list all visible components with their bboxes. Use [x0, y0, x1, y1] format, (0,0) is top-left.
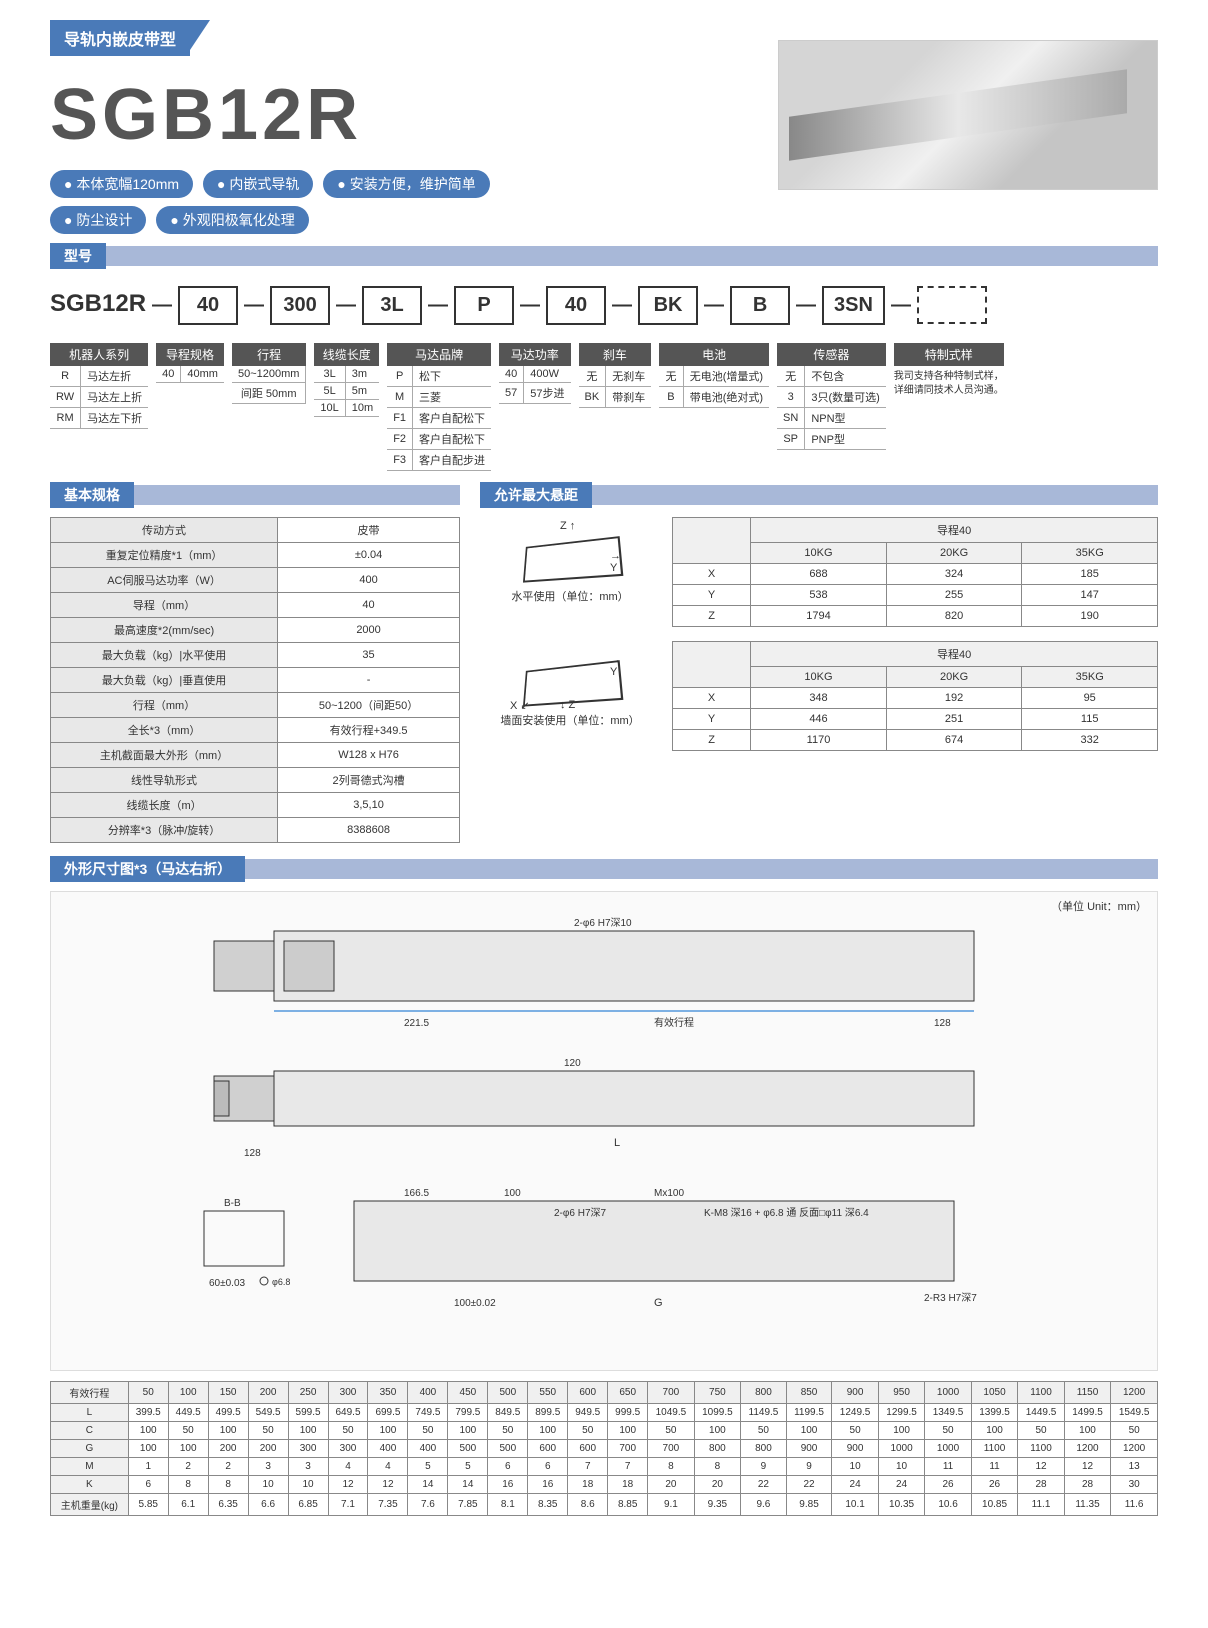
overhang-diagram-horiz: Z ↑ → Y 水平使用（单位：mm）: [480, 517, 660, 627]
config-dash: —: [520, 286, 540, 317]
basic-spec-bar: 基本规格: [50, 485, 460, 505]
col-label: 马达品牌: [387, 343, 491, 366]
sensor-table: 无不包含 33只(数量可选) SNNPN型 SPPNP型: [777, 366, 886, 450]
drawing-label: 外形尺寸图*3（马达右折）: [50, 856, 245, 882]
overhang-block-1: Z ↑ → Y 水平使用（单位：mm） 导程40 10KG20KG35KG X6…: [480, 517, 1158, 627]
svg-text:128: 128: [934, 1018, 951, 1029]
config-lead: SGB12R: [50, 286, 146, 318]
svg-text:Mx100: Mx100: [654, 1188, 684, 1199]
drawing-bar: 外形尺寸图*3（马达右折）: [50, 859, 1158, 879]
config-dash: —: [336, 286, 356, 317]
col-label: 电池: [659, 343, 769, 366]
svg-text:G: G: [654, 1297, 663, 1309]
feature-pill: 安装方便，维护简单: [323, 170, 489, 198]
overhang-label: 允许最大悬距: [480, 482, 592, 508]
svg-text:2-R3 H7深7: 2-R3 H7深7: [924, 1292, 977, 1304]
engineering-drawing: （单位 Unit：mm） 221.5 有效行程 128 2-φ6 H7深10 L…: [50, 891, 1158, 1371]
config-box: 300: [270, 286, 330, 325]
basic-spec-label: 基本规格: [50, 482, 134, 508]
feature-pill: 外观阳极氧化处理: [156, 206, 308, 234]
dimension-table: 有效行程501001502002503003504004505005506006…: [50, 1381, 1158, 1516]
feature-pill: 内嵌式导轨: [203, 170, 313, 198]
config-row: SGB12R — 40 — 300 — 3L — P — 40 — BK — B…: [50, 286, 1158, 325]
overhang-table-1: 导程40 10KG20KG35KG X688324185 Y538255147 …: [672, 517, 1158, 627]
config-box: BK: [638, 286, 698, 325]
config-box: 40: [546, 286, 606, 325]
config-sub-tables: 机器人系列 R马达左折 RW马达左上折 RM马达左下折 导程规格 4040mm …: [50, 333, 1158, 471]
svg-text:60±0.03: 60±0.03: [209, 1278, 246, 1289]
drawing-unit: （单位 Unit：mm）: [1051, 898, 1147, 914]
config-box: P: [454, 286, 514, 325]
config-dash: —: [796, 286, 816, 317]
overhang-diagram-wall: → Y ↓ Z X ↙ 墙面安装使用（单位：mm）: [480, 641, 660, 751]
config-box: 40: [178, 286, 238, 325]
svg-text:K-M8 深16 + φ6.8 通 反面□φ11 深6.4: K-M8 深16 + φ6.8 通 反面□φ11 深6.4: [704, 1207, 869, 1219]
config-dash: —: [244, 286, 264, 317]
drawing-svg: 221.5 有效行程 128 2-φ6 H7深10 L 128 120 166.…: [154, 911, 1054, 1351]
svg-text:有效行程: 有效行程: [654, 1016, 694, 1029]
svg-text:120: 120: [564, 1058, 581, 1069]
col-label: 传感器: [777, 343, 886, 366]
config-box: B: [730, 286, 790, 325]
svg-text:L: L: [614, 1137, 620, 1149]
svg-text:2-φ6 H7深7: 2-φ6 H7深7: [554, 1207, 606, 1219]
svg-text:B-B: B-B: [224, 1198, 241, 1209]
model-section-label: 型号: [50, 243, 106, 269]
series-table: R马达左折 RW马达左上折 RM马达左下折: [50, 366, 148, 429]
overhang-bar: 允许最大悬距: [480, 485, 1158, 505]
feature-pill: 防尘设计: [50, 206, 146, 234]
svg-text:128: 128: [244, 1148, 261, 1159]
stroke-table: 50~1200mm 间距 50mm: [232, 366, 306, 404]
cable-table: 3L3m 5L5m 10L10m: [314, 366, 379, 417]
feature-row-2: 防尘设计 外观阳极氧化处理: [50, 206, 490, 234]
col-label: 行程: [232, 343, 306, 366]
model-section-bar: 型号: [50, 246, 1158, 266]
config-box: 3L: [362, 286, 422, 325]
battery-table: 无无电池(增量式) B带电池(绝对式): [659, 366, 769, 408]
brake-table: 无无刹车 BK带刹车: [579, 366, 652, 408]
svg-text:φ6.8: φ6.8: [272, 1277, 290, 1287]
config-box: 3SN: [822, 286, 885, 325]
svg-text:221.5: 221.5: [404, 1018, 429, 1029]
col-label: 线缆长度: [314, 343, 379, 366]
config-dash: —: [612, 286, 632, 317]
feature-row-1: 本体宽幅120mm 内嵌式导轨 安装方便，维护简单: [50, 170, 490, 198]
basic-spec-table: 传动方式皮带 重复定位精度*1（mm）±0.04 AC伺服马达功率（W）400 …: [50, 517, 460, 843]
config-dash: —: [704, 286, 724, 317]
product-title: SGB12R: [50, 74, 490, 156]
config-dash: —: [891, 286, 911, 317]
config-dash: —: [152, 286, 172, 317]
svg-text:2-φ6 H7深10: 2-φ6 H7深10: [574, 917, 632, 929]
motorbrand-table: P松下 M三菱 F1客户自配松下 F2客户自配松下 F3客户自配步进: [387, 366, 491, 471]
col-label: 导程规格: [156, 343, 224, 366]
motorpower-table: 40400W 5757步进: [499, 366, 571, 404]
svg-text:100±0.02: 100±0.02: [454, 1298, 496, 1309]
category-header: 导轨内嵌皮带型: [50, 20, 190, 56]
svg-text:166.5: 166.5: [404, 1188, 429, 1199]
col-label: 马达功率: [499, 343, 571, 366]
special-note: 我司支持各种特制式样，详细请同技术人员沟通。: [894, 370, 1004, 398]
config-box-special: [917, 286, 987, 324]
overhang-table-2: 导程40 10KG20KG35KG X34819295 Y446251115 Z…: [672, 641, 1158, 751]
col-label: 特制式样: [894, 343, 1004, 366]
col-label: 机器人系列: [50, 343, 148, 366]
svg-text:100: 100: [504, 1188, 521, 1199]
feature-pill: 本体宽幅120mm: [50, 170, 193, 198]
config-dash: —: [428, 286, 448, 317]
leadspec-table: 4040mm: [156, 366, 224, 383]
product-image: [778, 40, 1158, 190]
col-label: 刹车: [579, 343, 652, 366]
overhang-block-2: → Y ↓ Z X ↙ 墙面安装使用（单位：mm） 导程40 10KG20KG3…: [480, 641, 1158, 751]
